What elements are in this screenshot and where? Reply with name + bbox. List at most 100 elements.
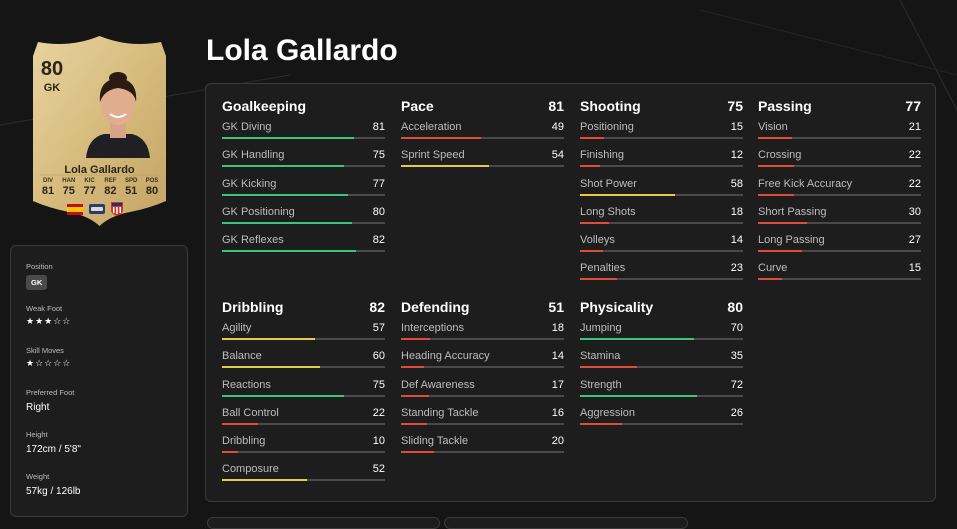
attribute-value: 20 — [551, 435, 564, 448]
attribute-bar-fill — [222, 479, 307, 482]
preferred-foot-value: Right — [26, 402, 50, 413]
attribute-group-physicality: Physicality 80 Jumping 70 Stamina 35 Strength 7… — [580, 299, 743, 430]
attribute-bar-fill — [222, 338, 315, 340]
attribute-bar-fill — [758, 137, 793, 139]
attribute-bar-track — [401, 137, 564, 139]
card-stat-label: POS — [145, 178, 159, 184]
attribute-bar-track — [222, 479, 385, 482]
attribute-row: Standing Tackle 16 — [401, 402, 564, 430]
info-label: Height — [26, 430, 48, 439]
attribute-value: 18 — [551, 322, 564, 334]
attribute-name: Long Passing — [758, 234, 825, 247]
weak-foot-stars: ★★★☆☆ — [26, 316, 72, 326]
attribute-row: Composure 52 — [222, 458, 385, 486]
attribute-value: 15 — [730, 121, 743, 133]
attribute-bar-track — [580, 366, 743, 369]
attribute-bar-track — [222, 394, 385, 397]
attribute-value: 58 — [730, 177, 743, 190]
group-value: 51 — [548, 299, 564, 315]
player-portrait — [86, 72, 150, 158]
attribute-name: Interceptions — [401, 322, 464, 334]
attribute-bar-fill — [222, 165, 345, 168]
attribute-name: Ball Control — [222, 406, 279, 419]
attribute-value: 21 — [908, 121, 921, 133]
attribute-name: Dribbling — [222, 435, 266, 448]
attribute-name: Jumping — [580, 322, 622, 334]
card-background — [33, 36, 166, 226]
attribute-name: GK Kicking — [222, 177, 277, 190]
attribute-bar-fill — [758, 221, 807, 224]
attribute-bar-fill — [222, 366, 320, 369]
info-label: Skill Moves — [26, 346, 64, 355]
group-header: Passing 77 — [758, 98, 921, 116]
attribute-name: Reactions — [222, 378, 271, 391]
attribute-bar-track — [222, 451, 385, 454]
attribute-name: Composure — [222, 463, 279, 476]
card-stat-label: KIC — [84, 178, 95, 184]
card-stat: DIV 81 — [38, 178, 58, 197]
attribute-name: Finishing — [580, 149, 625, 162]
page-title: Lola Gallardo — [206, 34, 398, 67]
attribute-bar-track — [580, 394, 743, 397]
attribute-bar-track — [222, 165, 385, 168]
attribute-name: Crossing — [758, 149, 802, 162]
attribute-bar-fill — [401, 394, 429, 397]
attribute-bar-track — [580, 250, 743, 253]
attribute-name: Standing Tackle — [401, 406, 479, 419]
attribute-value: 26 — [730, 406, 743, 419]
attribute-row: Acceleration 49 — [401, 116, 564, 144]
group-header: Physicality 80 — [580, 299, 743, 317]
attribute-row: Crossing 22 — [758, 144, 921, 172]
attribute-name: Shot Power — [580, 177, 637, 190]
skill-moves-stars: ★☆☆☆☆ — [26, 358, 72, 368]
attribute-bar-track — [758, 193, 921, 196]
attribute-row: Sprint Speed 54 — [401, 144, 564, 172]
attribute-value: 22 — [908, 177, 921, 190]
player-card: 80 GK Lola Gallardo DIV 81 HAN 75 KIC 77 RE… — [30, 36, 169, 226]
attribute-bar-track — [401, 366, 564, 369]
card-stat-value: 51 — [125, 185, 138, 197]
group-value: 82 — [369, 299, 385, 315]
info-label: Weight — [26, 472, 50, 481]
attribute-value: 82 — [372, 234, 385, 247]
attribute-name: Free Kick Accuracy — [758, 177, 853, 190]
attribute-bar-track — [580, 278, 743, 281]
attribute-bar-fill — [401, 338, 431, 340]
attribute-bar-track — [758, 221, 921, 224]
attribute-value: 54 — [551, 149, 564, 162]
attribute-value: 27 — [908, 234, 921, 247]
attribute-name: Aggression — [580, 406, 636, 419]
attribute-bar-track — [758, 250, 921, 253]
info-label: Position — [26, 262, 53, 271]
group-header: Defending 51 — [401, 299, 564, 317]
attribute-value: 52 — [372, 463, 385, 476]
attribute-name: Agility — [222, 322, 252, 334]
info-preferred-foot: Preferred Foot Right — [26, 388, 74, 413]
attribute-bar-fill — [580, 394, 698, 397]
attribute-value: 35 — [730, 350, 743, 363]
info-weak-foot: Weak Foot ★★★☆☆ — [26, 304, 71, 327]
attribute-bar-fill — [580, 250, 603, 253]
info-position: Position GK — [26, 262, 53, 290]
attribute-bar-fill — [222, 394, 345, 397]
attribute-bar-track — [401, 451, 564, 454]
attribute-value: 77 — [372, 177, 385, 190]
weight-value: 57kg / 126lb — [26, 486, 81, 497]
group-header: Pace 81 — [401, 98, 564, 116]
position-badge: GK — [26, 275, 48, 290]
league-logo-icon — [89, 204, 105, 214]
attribute-name: Balance — [222, 350, 262, 363]
attribute-value: 57 — [372, 322, 385, 334]
attribute-value: 30 — [908, 205, 921, 218]
attribute-bar-fill — [401, 422, 428, 425]
attribute-bar-fill — [580, 221, 610, 224]
group-value: 75 — [727, 98, 743, 114]
attribute-name: Vision — [758, 121, 788, 133]
card-stat-label: SPD — [125, 178, 138, 184]
attribute-bar-track — [222, 193, 385, 196]
group-name: Goalkeeping — [222, 98, 307, 114]
attribute-group-shooting: Shooting 75 Positioning 15 Finishing 12 Shot P… — [580, 98, 743, 286]
attribute-value: 14 — [730, 234, 743, 247]
attribute-row: GK Positioning 80 — [222, 201, 385, 229]
attribute-value: 22 — [372, 406, 385, 419]
